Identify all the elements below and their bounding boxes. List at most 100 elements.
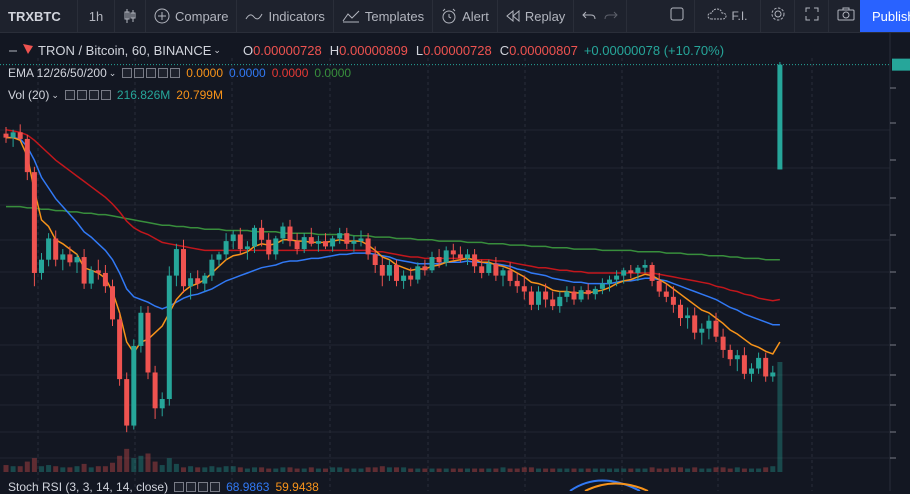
candle (280, 222, 286, 244)
candle (365, 233, 371, 260)
volume-bar (223, 466, 229, 472)
stoch-k-line (569, 479, 641, 491)
volume-menu-icon[interactable]: ⌄ (51, 89, 59, 100)
volume-bar (131, 458, 137, 472)
publish-button[interactable]: Publish (860, 0, 910, 32)
fullscreen-area-button[interactable] (660, 0, 694, 32)
expand-icon (805, 7, 819, 26)
candle (166, 266, 172, 406)
close-icon[interactable] (170, 68, 181, 78)
candle-body (365, 238, 371, 255)
chart-type-button[interactable] (115, 0, 146, 32)
ema-title[interactable]: EMA 12/26/50/200 (8, 66, 107, 80)
redo-button[interactable] (604, 0, 628, 32)
volume-bar (536, 468, 541, 472)
candle-body (67, 254, 73, 263)
candle-body (457, 254, 463, 259)
snapshot-button[interactable] (828, 0, 862, 32)
candle (88, 266, 94, 289)
candle-body (3, 133, 9, 138)
replay-button[interactable]: Replay (498, 0, 575, 32)
volume-bar (734, 467, 740, 472)
candle (159, 392, 165, 417)
close-icon[interactable] (100, 90, 111, 100)
candle-body (450, 250, 456, 255)
candle (39, 253, 44, 280)
series-title[interactable]: TRON / Bitcoin, 60, BINANCE (38, 43, 212, 58)
settings-icon[interactable] (134, 68, 145, 78)
interval-button[interactable]: 1h (78, 0, 115, 32)
volume-bar (330, 467, 336, 472)
candle (599, 278, 605, 295)
indicators-button[interactable]: Indicators (237, 0, 334, 32)
ema50-value: 0.0000 (271, 66, 309, 80)
candle (457, 246, 463, 263)
volume-bar (74, 466, 80, 472)
volume-bars (3, 362, 783, 472)
candle-body (607, 279, 612, 284)
compare-button[interactable]: Compare (146, 0, 238, 32)
square-icon (669, 6, 685, 27)
candle-body (699, 328, 705, 333)
candle-body (195, 278, 201, 284)
candle (195, 270, 201, 289)
volume-bar (358, 468, 364, 472)
candle (706, 315, 712, 340)
settings-button[interactable] (760, 0, 794, 32)
candle-body (536, 291, 541, 305)
volume-bar (3, 465, 9, 472)
collapse-icon[interactable] (8, 46, 18, 56)
candle-body (649, 265, 655, 281)
price-chart[interactable] (0, 33, 910, 491)
candle (642, 259, 648, 273)
gear-icon (770, 6, 786, 27)
add-icon[interactable] (158, 68, 169, 78)
candle-body (599, 283, 605, 289)
lock-icon[interactable] (146, 68, 157, 78)
volume-bar (642, 468, 648, 472)
candle (592, 286, 598, 300)
replay-label: Replay (524, 8, 566, 24)
stoch-rsi-title[interactable]: Stoch RSI (3, 3, 14, 14, close) (8, 480, 169, 494)
candle (727, 344, 733, 366)
volume-bar (351, 468, 357, 472)
candle-body (528, 291, 534, 305)
candle-body (102, 272, 108, 287)
add-icon[interactable] (88, 90, 99, 100)
symbol-search-button[interactable]: TRXBTC (0, 0, 78, 32)
stoch-d-value: 59.9438 (275, 480, 319, 494)
close-label: C (499, 43, 510, 58)
undo-button[interactable] (574, 0, 604, 32)
volume-title[interactable]: Vol (20) (8, 88, 50, 102)
templates-button[interactable]: Templates (334, 0, 434, 32)
candle (578, 286, 584, 303)
help-icon[interactable] (122, 68, 133, 78)
series-menu-icon[interactable]: ⌄ (213, 45, 221, 55)
fullscreen-button[interactable] (794, 0, 828, 32)
candle (131, 339, 137, 430)
settings-icon[interactable] (76, 90, 87, 100)
volume-bar (188, 466, 194, 472)
ema200-value: 0.0000 (314, 66, 352, 80)
candle-body (642, 265, 648, 268)
alert-button[interactable]: Alert (433, 0, 498, 32)
volume-bar (315, 468, 321, 472)
low-label: L (415, 43, 424, 58)
candle-body (287, 226, 293, 242)
candles-icon (123, 8, 137, 24)
candle (379, 257, 385, 287)
candle-body (344, 233, 350, 244)
help-icon[interactable] (64, 90, 75, 100)
volume-bar (39, 466, 44, 472)
candle (507, 262, 513, 287)
candle-body (88, 270, 94, 284)
volume-bar (621, 468, 627, 472)
candle (10, 129, 16, 147)
ema-menu-icon[interactable]: ⌄ (108, 67, 117, 78)
volume-bar (53, 466, 59, 472)
open-label: O (242, 43, 254, 58)
candle-body (422, 266, 428, 271)
candle-body (706, 320, 712, 329)
candle (188, 272, 194, 300)
layout-button[interactable]: F.I. (694, 0, 760, 32)
